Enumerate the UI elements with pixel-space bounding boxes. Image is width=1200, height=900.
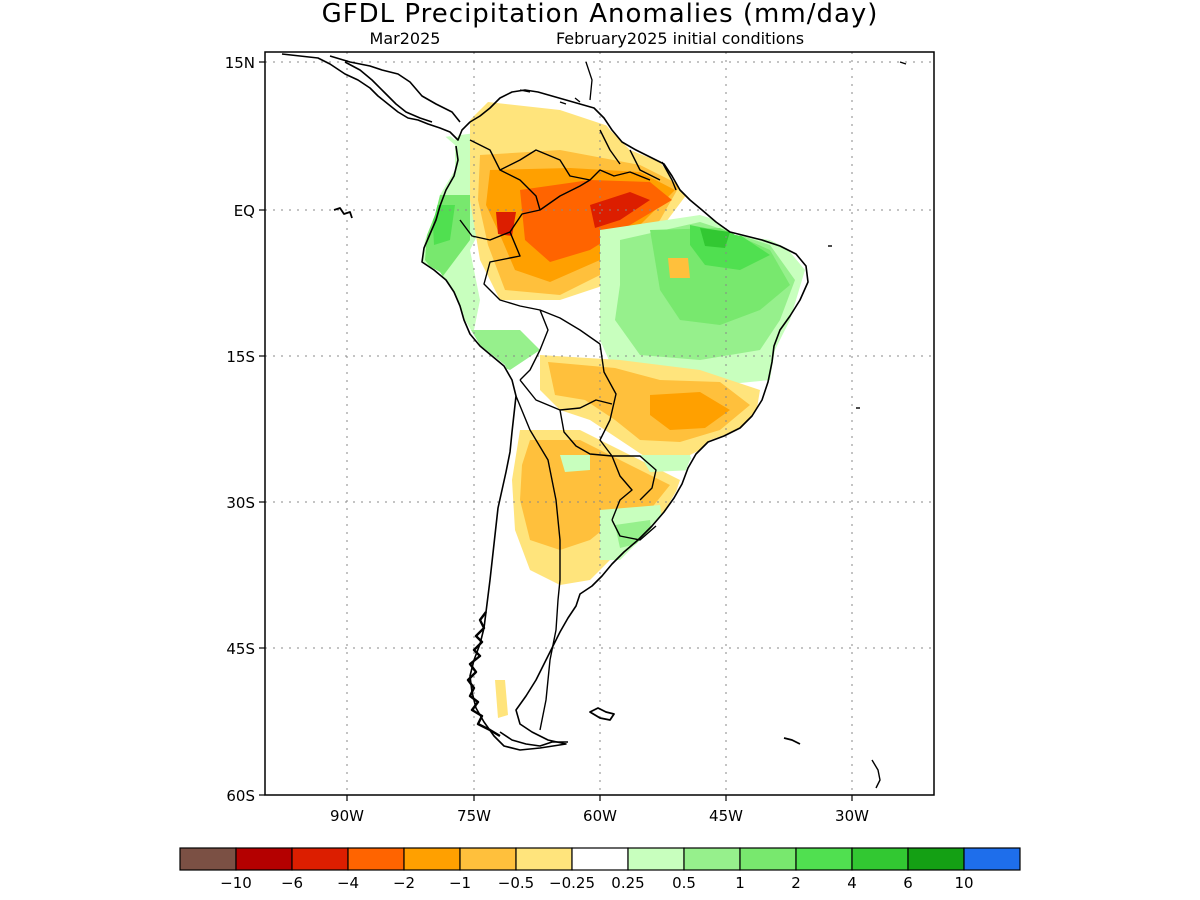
anomaly-shading: [415, 100, 805, 718]
falkland-islands: [589, 707, 615, 721]
legend-label: 6: [903, 874, 913, 892]
legend-label: 10: [954, 874, 973, 892]
legend-swatch: [403, 847, 461, 871]
lat-tick-label: 45S: [226, 640, 255, 658]
lat-tick-label: 60S: [226, 787, 255, 805]
legend-swatch: [795, 847, 853, 871]
chilean-fjords: [466, 611, 501, 738]
legend-swatch: [683, 847, 741, 871]
lat-tick-label: 15S: [226, 348, 255, 366]
lon-tick-label: 30W: [835, 807, 869, 825]
lon-tick-label: 60W: [583, 807, 617, 825]
legend-swatch: [515, 847, 573, 871]
legend-label: 4: [847, 874, 857, 892]
lat-tick-label: 30S: [226, 494, 255, 512]
legend-swatch: [963, 847, 1021, 871]
tierra-del-fuego: [499, 731, 568, 747]
anomaly-region: [470, 330, 540, 370]
legend-swatch: [291, 847, 349, 871]
country-borders: [459, 129, 677, 731]
anomaly-region: [590, 192, 650, 228]
south-america-coast: [281, 53, 809, 751]
legend-label: −6: [281, 874, 303, 892]
forecast-month: Mar2025: [370, 29, 441, 48]
legend-label: −4: [337, 874, 359, 892]
legend-swatch: [627, 847, 685, 871]
lat-tick-label: 15N: [225, 54, 255, 72]
caribbean-islands: [519, 61, 907, 105]
initial-conditions: February2025 initial conditions: [556, 29, 804, 48]
legend-swatch: [851, 847, 909, 871]
legend-swatch: [907, 847, 965, 871]
legend-swatch: [571, 847, 629, 871]
south-georgia: [783, 737, 801, 745]
longitude-axis: 90W 75W 60W 45W 30W: [330, 795, 869, 825]
color-legend: −10 −6 −4 −2 −1 −0.5 −0.25 0.25 0.5 1 2 4 6 10: [179, 847, 1021, 892]
coastlines: [281, 53, 907, 789]
map-title: GFDL Precipitation Anomalies (mm/day): [322, 0, 879, 29]
galapagos-islands: [333, 207, 353, 219]
anomaly-region: [495, 680, 508, 718]
legend-label: 0.25: [611, 874, 644, 892]
legend-label: 1: [735, 874, 745, 892]
legend-swatch: [739, 847, 797, 871]
anomaly-region: [560, 455, 590, 472]
legend-label: −10: [220, 874, 252, 892]
legend-swatch: [235, 847, 293, 871]
anomaly-region: [520, 440, 670, 550]
legend-label: −2: [393, 874, 415, 892]
latitude-axis: 15N EQ 15S 30S 45S 60S: [225, 54, 265, 805]
central-america-coast: [344, 61, 433, 123]
lat-tick-label: EQ: [234, 202, 255, 220]
legend-swatch: [179, 847, 237, 871]
lon-tick-label: 90W: [330, 807, 364, 825]
legend-swatch: [347, 847, 405, 871]
legend-label: −0.25: [549, 874, 595, 892]
lon-tick-label: 75W: [457, 807, 491, 825]
legend-label: −0.5: [498, 874, 534, 892]
anomaly-region: [668, 258, 690, 278]
sandwich-islands: [871, 759, 881, 789]
legend-label: −1: [449, 874, 471, 892]
anomaly-region: [650, 392, 730, 430]
central-america-north: [329, 55, 461, 123]
legend-label: 2: [791, 874, 801, 892]
lon-tick-label: 45W: [709, 807, 743, 825]
legend-label: 0.5: [672, 874, 696, 892]
anomaly-region: [700, 228, 730, 248]
legend-swatch: [459, 847, 517, 871]
